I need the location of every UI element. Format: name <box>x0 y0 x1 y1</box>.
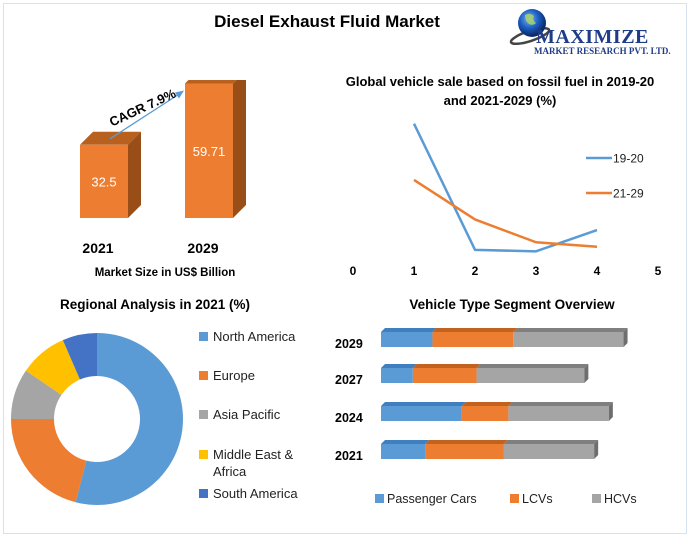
line-chart-title: Global vehicle sale based on fossil fuel… <box>345 74 655 108</box>
legend-item: Middle East & Africa <box>199 446 293 480</box>
legend-swatch <box>199 410 208 419</box>
bar-side-2021 <box>128 131 141 218</box>
legend-label: Middle East & Africa <box>213 447 294 479</box>
line-series-19-20 <box>412 123 598 253</box>
bar-segment-hcvs-2024 <box>508 406 609 421</box>
donut-slice-north-america <box>75 333 183 505</box>
legend-item: Asia Pacific <box>199 406 280 423</box>
donut-slice-middle-east-africa <box>25 340 80 395</box>
legend-label: 19-20 <box>613 152 644 166</box>
bar-top-segment <box>476 364 589 368</box>
legend-label: HCVs <box>604 492 637 506</box>
x-tick-label: 4 <box>594 264 601 278</box>
bar-segment-lcvs-2021 <box>425 444 504 459</box>
legend-item: North America <box>199 328 295 345</box>
bar-segment-hcvs-2021 <box>503 444 595 459</box>
bar-segment-lcvs-2024 <box>461 406 509 421</box>
donut-slice-europe <box>11 419 87 503</box>
legend-swatch-lcvs <box>510 494 519 503</box>
bar-top-segment <box>381 402 466 406</box>
fossil-fuel-line-chart: 19-20 21-29 0 1 2 3 4 5 <box>350 123 662 278</box>
legend-label: 21-29 <box>613 187 644 201</box>
bar-top-segment <box>381 440 430 444</box>
stacked-chart-title: Vehicle Type Segment Overview <box>409 297 615 312</box>
x-tick-label: 1 <box>411 264 418 278</box>
logo-tagline: MARKET RESEARCH PVT. LTD. <box>534 46 671 56</box>
legend-label: Asia Pacific <box>213 407 281 422</box>
legend-swatch <box>199 450 208 459</box>
globe-icon <box>509 9 551 46</box>
legend-label: North America <box>213 329 296 344</box>
line-series-21-29 <box>413 178 598 249</box>
bar-side-2029 <box>233 80 246 218</box>
x-tick-label: 2 <box>472 264 479 278</box>
bar-end-side <box>608 402 613 421</box>
cagr-arrow-line <box>109 92 181 140</box>
vehicle-segment-chart: 2029 2027 2024 2021 Passenger Cars LCVs HCVs <box>335 328 637 506</box>
bar-segment-lcvs-2029 <box>432 332 514 347</box>
legend-label: Passenger Cars <box>387 492 477 506</box>
y-category-label: 2021 <box>335 449 363 463</box>
y-category-label: 2027 <box>335 373 363 387</box>
bar-value-label: 32.5 <box>91 174 116 189</box>
donut-slice-south-america <box>62 333 97 380</box>
bar-segment-hcvs-2029 <box>513 332 624 347</box>
bar-top-segment <box>381 328 437 332</box>
bar-segment-passenger-cars-2027 <box>381 368 413 383</box>
bar-top-segment <box>425 440 508 444</box>
bar-segment-passenger-cars-2021 <box>381 444 426 459</box>
page-title-text: Diesel Exhaust Fluid Market <box>214 12 440 31</box>
logo: MAXIMIZE MARKET RESEARCH PVT. LTD. <box>508 6 688 56</box>
y-category-label: 2029 <box>335 337 363 351</box>
page-title: Diesel Exhaust Fluid Market <box>0 12 694 32</box>
bar-top-segment <box>503 440 599 444</box>
bar-segment-lcvs-2027 <box>412 368 477 383</box>
legend-swatch-passenger-cars <box>375 494 384 503</box>
bar-top-segment <box>432 328 518 332</box>
bar-top-segment <box>412 364 481 368</box>
x-tick-label: 0 <box>350 264 357 278</box>
bar-end-side <box>584 364 589 383</box>
legend-swatch-hcvs <box>592 494 601 503</box>
bar-top-segment <box>508 402 613 406</box>
bar-segment-passenger-cars-2024 <box>381 406 462 421</box>
donut-title: Regional Analysis in 2021 (%) <box>59 297 251 312</box>
bar-top-2029 <box>185 80 237 84</box>
donut-slice-asia-pacific <box>11 370 62 419</box>
legend-swatch <box>199 332 208 341</box>
bar-category-label: 2021 <box>82 240 113 256</box>
legend-swatch <box>199 489 208 498</box>
bar-end-side <box>623 328 628 347</box>
cagr-annotation: CAGR 7.9% <box>107 86 179 130</box>
market-size-chart: 32.5 2021 59.71 2029 CAGR 7.9% Market Size in… <box>80 80 246 279</box>
legend-item: South America <box>199 485 298 502</box>
x-tick-label: 3 <box>533 264 540 278</box>
infographic-frame <box>3 3 687 534</box>
bar-top-segment <box>461 402 513 406</box>
logo-brand: MAXIMIZE <box>536 26 649 48</box>
bar-segment-passenger-cars-2029 <box>381 332 433 347</box>
cagr-arrow-head <box>175 90 184 99</box>
bar-segment-hcvs-2027 <box>476 368 585 383</box>
x-tick-label: 5 <box>655 264 662 278</box>
bar-2021 <box>80 144 128 218</box>
bar-end-side <box>594 440 599 459</box>
legend-item: Europe <box>199 367 255 384</box>
bar-2029 <box>185 83 233 218</box>
legend-label: South America <box>213 486 298 501</box>
legend-label: LCVs <box>522 492 553 506</box>
bar-top-segment <box>381 364 417 368</box>
legend-label: Europe <box>213 368 255 383</box>
regional-donut-chart <box>11 333 183 505</box>
y-category-label: 2024 <box>335 411 363 425</box>
legend-swatch <box>199 371 208 380</box>
bar-category-label: 2029 <box>187 240 218 256</box>
bar-top-segment <box>513 328 628 332</box>
x-axis-title: Market Size in US$ Billion <box>95 267 236 279</box>
bar-value-label: 59.71 <box>193 144 226 159</box>
